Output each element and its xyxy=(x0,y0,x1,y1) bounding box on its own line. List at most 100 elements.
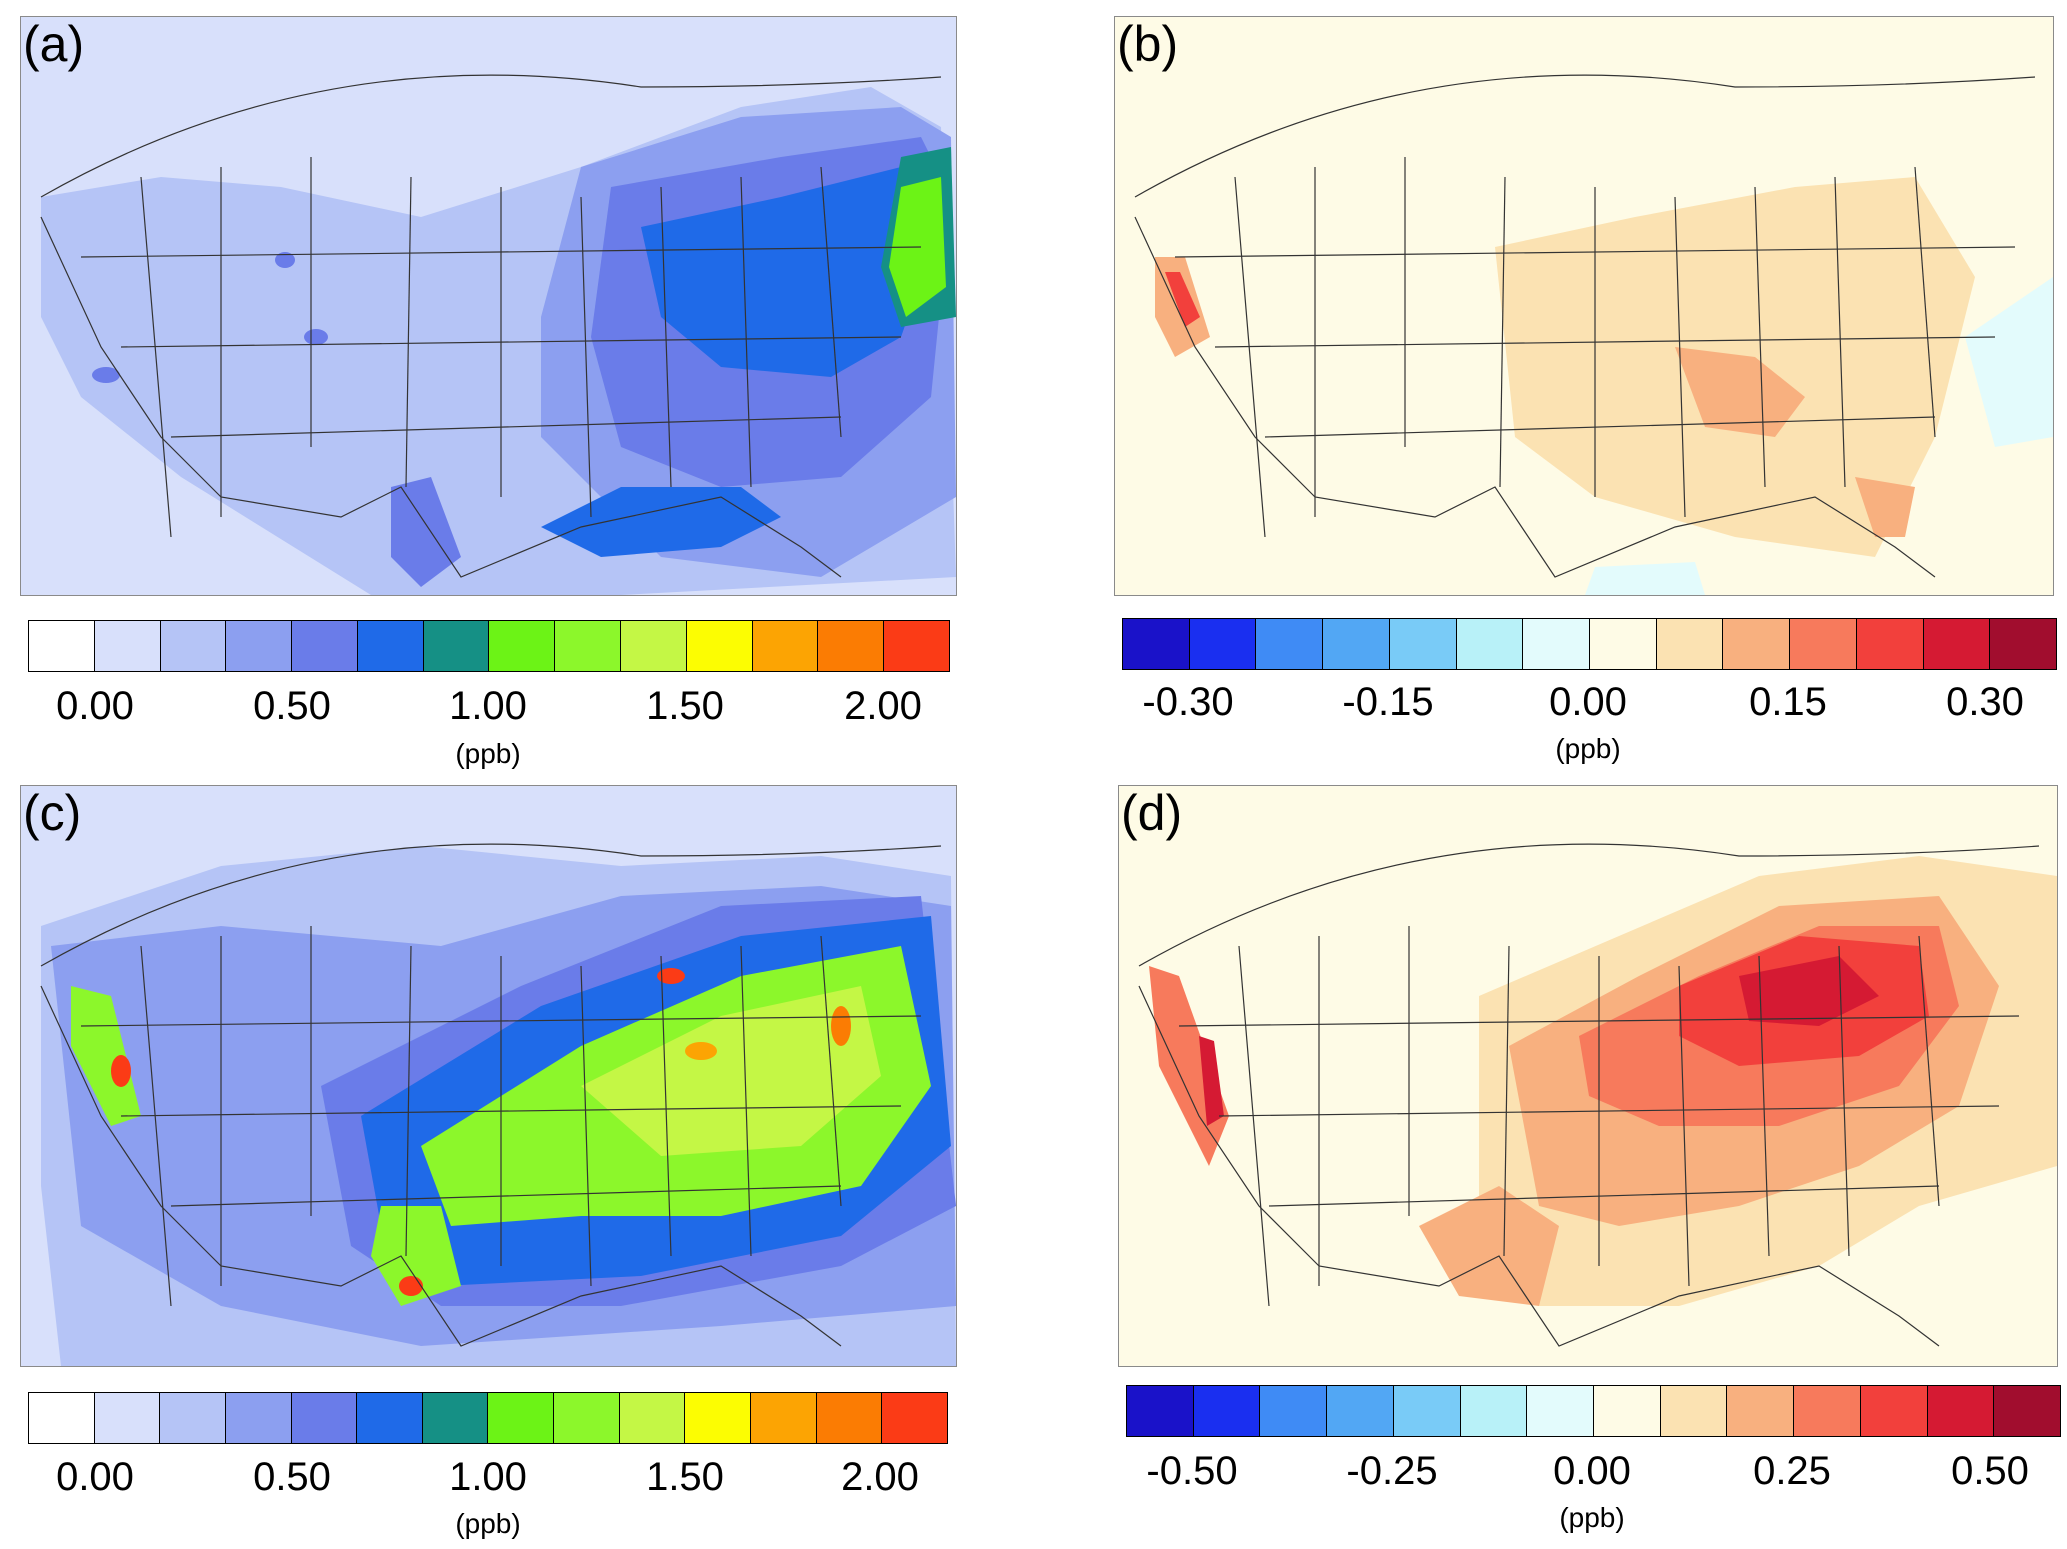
colorbar-swatch xyxy=(1994,1386,2061,1436)
map-d-svg xyxy=(1119,786,2057,1366)
colorbar-swatch xyxy=(291,1393,358,1443)
colorbar-swatch xyxy=(1856,619,1924,669)
colorbar-d xyxy=(1126,1385,2061,1437)
map-b-contour-neg2 xyxy=(1585,562,1705,595)
colorbar-swatch xyxy=(1123,619,1190,669)
colorbar-swatch xyxy=(423,621,490,671)
colorbar-swatch xyxy=(1256,619,1324,669)
colorbar-swatch xyxy=(621,621,687,671)
colorbar-swatch xyxy=(1127,1386,1194,1436)
panel-b: (b) -0.30 -0.15 0.00 0.15 0.30 (ppb) xyxy=(1100,0,2067,775)
map-c: (c) xyxy=(20,785,957,1367)
colorbar-swatch xyxy=(884,621,949,671)
tick-label: 0.00 xyxy=(56,1455,134,1499)
colorbar-swatch xyxy=(752,621,819,671)
tick-label: 0.50 xyxy=(253,684,331,728)
map-b-borders xyxy=(1134,74,2036,578)
panel-a: (a) 0.00 0.50 1.00 1.50 2.00 (ppb) xyxy=(0,0,1000,775)
map-c-hotspot-2 xyxy=(399,1276,423,1296)
unit-label-d: (ppb) xyxy=(1559,1502,1625,1533)
tick-label: 0.50 xyxy=(253,1455,331,1499)
map-a-borders xyxy=(40,74,942,578)
colorbar-swatch xyxy=(1193,1386,1261,1436)
colorbar-swatch xyxy=(29,1393,95,1443)
colorbar-swatch xyxy=(685,1393,752,1443)
map-a-hotspot-3 xyxy=(92,367,120,383)
tick-label: 1.00 xyxy=(449,1455,527,1499)
colorbar-swatch xyxy=(554,1393,620,1443)
tick-label: 2.00 xyxy=(841,1455,919,1499)
tick-label: 1.00 xyxy=(449,684,527,728)
colorbar-swatch xyxy=(1323,619,1390,669)
panel-b-label: (b) xyxy=(1117,16,1179,72)
panel-d: (d) -0.50 -0.25 0.00 0.25 0.50 (ppb) xyxy=(1100,775,2067,1549)
map-c-hotspot-5 xyxy=(685,1042,717,1060)
map-d-borders xyxy=(1138,843,2040,1347)
colorbar-swatch xyxy=(751,1393,817,1443)
map-d-contour-texas xyxy=(1419,1186,1559,1306)
map-c-hotspot-1 xyxy=(111,1055,131,1087)
colorbar-swatch xyxy=(357,1393,423,1443)
tick-label: 0.00 xyxy=(1549,680,1627,724)
map-b-contour-cal-hi xyxy=(1165,272,1200,327)
colorbar-a xyxy=(28,620,950,672)
colorbar-swatch xyxy=(1456,619,1524,669)
tick-label: -0.30 xyxy=(1142,680,1234,724)
tick-label: 0.50 xyxy=(1951,1449,2029,1493)
colorbar-swatch xyxy=(619,1393,686,1443)
tick-label: -0.50 xyxy=(1146,1449,1238,1493)
colorbar-swatch xyxy=(818,621,885,671)
map-c-borders xyxy=(40,843,942,1347)
map-c-contour-green2 xyxy=(581,986,881,1156)
tick-label: -0.15 xyxy=(1342,680,1434,724)
map-c-contour-cal xyxy=(71,986,141,1126)
map-a-contour-texas xyxy=(391,477,461,587)
map-a: (a) xyxy=(20,16,957,596)
panel-c-label: (c) xyxy=(23,785,82,841)
unit-label-c: (ppb) xyxy=(455,1508,521,1539)
map-c-hotspot-3 xyxy=(657,968,685,984)
map-a-contour-high xyxy=(641,167,936,377)
map-b-contour-neg xyxy=(1965,277,2053,447)
colorbar-swatch xyxy=(94,621,161,671)
map-d-contour-cal-hi xyxy=(1199,1036,1224,1126)
colorbar-swatch xyxy=(1327,1386,1394,1436)
unit-label-b: (ppb) xyxy=(1555,733,1621,764)
colorbar-swatch xyxy=(1527,1386,1595,1436)
map-a-hotspot-2 xyxy=(304,329,328,345)
map-d-contour-peak xyxy=(1739,956,1879,1026)
map-b-contour-mid2 xyxy=(1855,477,1915,537)
colorbar-swatch xyxy=(160,1393,226,1443)
colorbar-swatch xyxy=(1389,619,1457,669)
colorbar-swatch xyxy=(1927,1386,1995,1436)
colorbar-swatch xyxy=(1990,619,2057,669)
map-b: (b) xyxy=(1114,16,2054,596)
colorbar-swatch xyxy=(225,1393,292,1443)
colorbar-swatch xyxy=(1727,1386,1795,1436)
colorbar-swatch xyxy=(94,1393,161,1443)
map-c-svg xyxy=(21,786,956,1366)
colorbar-swatch xyxy=(1660,1386,1728,1436)
colorbar-swatch xyxy=(1260,1386,1328,1436)
tick-label: 0.30 xyxy=(1946,680,2024,724)
map-b-svg xyxy=(1115,17,2053,595)
tick-label: 0.15 xyxy=(1749,680,1827,724)
colorbar-swatch xyxy=(489,621,556,671)
tick-label: 1.50 xyxy=(646,1455,724,1499)
colorbar-swatch xyxy=(1460,1386,1528,1436)
panel-c: (c) 0.00 0.50 1.00 1.50 2.00 (ppb) xyxy=(0,775,1000,1549)
colorbar-swatch xyxy=(1189,619,1257,669)
map-a-contour-gulf xyxy=(541,487,781,557)
colorbar-swatch xyxy=(1393,1386,1461,1436)
colorbar-swatch xyxy=(686,621,753,671)
colorbar-swatch xyxy=(422,1393,489,1443)
tick-label: 0.25 xyxy=(1753,1449,1831,1493)
colorbar-swatch xyxy=(882,1393,947,1443)
map-b-contour-mid xyxy=(1675,347,1805,437)
tick-label: 2.00 xyxy=(844,684,922,728)
map-d: (d) xyxy=(1118,785,2058,1367)
colorbar-swatch xyxy=(488,1393,555,1443)
colorbar-swatch xyxy=(1594,1386,1661,1436)
colorbar-b xyxy=(1122,618,2057,670)
map-a-hotspot-1 xyxy=(275,252,295,268)
